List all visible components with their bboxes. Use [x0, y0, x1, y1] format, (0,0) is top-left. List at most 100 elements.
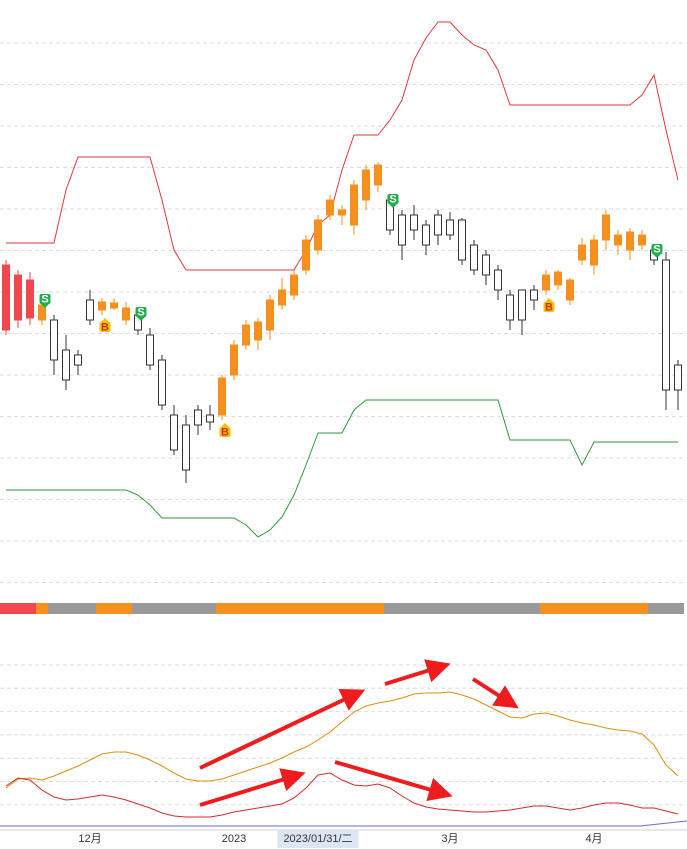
state-strip: [0, 603, 36, 614]
signal-label: B: [101, 321, 109, 333]
signal-box: [543, 302, 555, 312]
candle-body: [590, 239, 598, 266]
signal-marker: S: [651, 243, 663, 258]
state-strip: [96, 603, 132, 614]
indicator-line: [5, 772, 679, 818]
candle-body: [566, 279, 574, 301]
candle-body: [446, 219, 454, 236]
lower-band: [6, 399, 678, 538]
signal-marker: S: [39, 293, 51, 308]
candle-body: [110, 302, 118, 309]
candle-body: [614, 234, 622, 246]
annotation-arrows: [199, 659, 519, 807]
candle-body: [50, 319, 58, 361]
candle-body: [242, 324, 250, 346]
candle-body: [470, 244, 478, 271]
state-strip: [384, 603, 540, 614]
candle-body: [74, 354, 82, 366]
candle-body: [62, 349, 70, 381]
plot-area: S B S B S B S: [0, 21, 687, 827]
candle-body: [374, 164, 382, 186]
candle-body: [434, 214, 442, 236]
signal-marker: B: [219, 423, 231, 438]
signal-arrow: [101, 318, 109, 322]
signal-arrow: [545, 298, 553, 302]
signal-label: B: [221, 426, 229, 438]
candle-body: [410, 214, 418, 231]
candle-body: [2, 264, 10, 331]
candle-body: [674, 364, 682, 391]
candle-body: [218, 377, 226, 416]
candle-body: [362, 169, 370, 201]
signal-box: [39, 294, 51, 304]
signal-arrow: [653, 254, 661, 258]
signal-marker: S: [387, 193, 399, 208]
candle-body: [554, 271, 562, 286]
candle-body: [182, 424, 190, 471]
candle-body: [278, 289, 286, 306]
candle-body: [338, 209, 346, 216]
candle-body: [602, 214, 610, 241]
signal-box: [387, 194, 399, 204]
candle-body: [314, 219, 322, 251]
grid: [0, 42, 687, 806]
signal-marker: S: [135, 306, 147, 321]
candle-body: [86, 299, 94, 321]
candle-body: [482, 254, 490, 276]
arrow: [334, 760, 453, 802]
signal-label: S: [389, 193, 396, 205]
signal-arrow: [41, 304, 49, 308]
x-tick-label: 2023: [222, 833, 246, 845]
x-tick-label: 4月: [585, 833, 602, 845]
upper-band: [6, 21, 679, 271]
candle-body: [530, 289, 538, 301]
candle-body: [254, 321, 262, 341]
candle-body: [662, 259, 670, 391]
candle-body: [506, 294, 514, 321]
candle-body: [542, 274, 550, 291]
signal-label: B: [545, 301, 553, 313]
candle-body: [326, 199, 334, 216]
state-strip: [216, 603, 384, 614]
signal-box: [219, 427, 231, 437]
signal-arrow: [137, 317, 145, 321]
candle-body: [194, 409, 202, 426]
arrow: [199, 768, 306, 807]
candle-body: [494, 269, 502, 291]
signal-marker: B: [543, 298, 555, 313]
candle-body: [158, 359, 166, 406]
candle-body: [122, 307, 130, 321]
candle-body: [458, 219, 466, 261]
candle-body: [518, 289, 526, 321]
state-strip: [48, 603, 96, 614]
candle-body: [266, 299, 274, 331]
arrow: [471, 677, 519, 709]
candle-body: [170, 414, 178, 451]
candle-body: [230, 344, 238, 376]
indicator-line: [5, 691, 679, 789]
state-strip: [540, 603, 648, 614]
signal-label: S: [41, 293, 48, 305]
signal-box: [99, 322, 111, 332]
candle-body: [206, 414, 214, 423]
signal-box: [651, 244, 663, 254]
candle-body: [578, 244, 586, 261]
signal-arrow: [389, 204, 397, 208]
candle-body: [26, 279, 34, 319]
crosshair-label: 2023/01/31/二: [283, 833, 352, 845]
signal-arrow: [221, 423, 229, 427]
x-tick-label: 12月: [78, 833, 101, 845]
x-tick-label: 3月: [441, 833, 458, 845]
state-strip: [36, 603, 48, 614]
candle-body: [638, 234, 646, 246]
arrow: [199, 689, 366, 770]
baseline-line: [0, 820, 687, 827]
crosshair-label-box: [277, 830, 359, 848]
signal-box: [135, 307, 147, 317]
candle-body: [626, 231, 634, 251]
candle-body: [302, 239, 310, 271]
state-strip: [648, 603, 684, 614]
signal-label: S: [137, 306, 144, 318]
candle-body: [14, 274, 22, 321]
